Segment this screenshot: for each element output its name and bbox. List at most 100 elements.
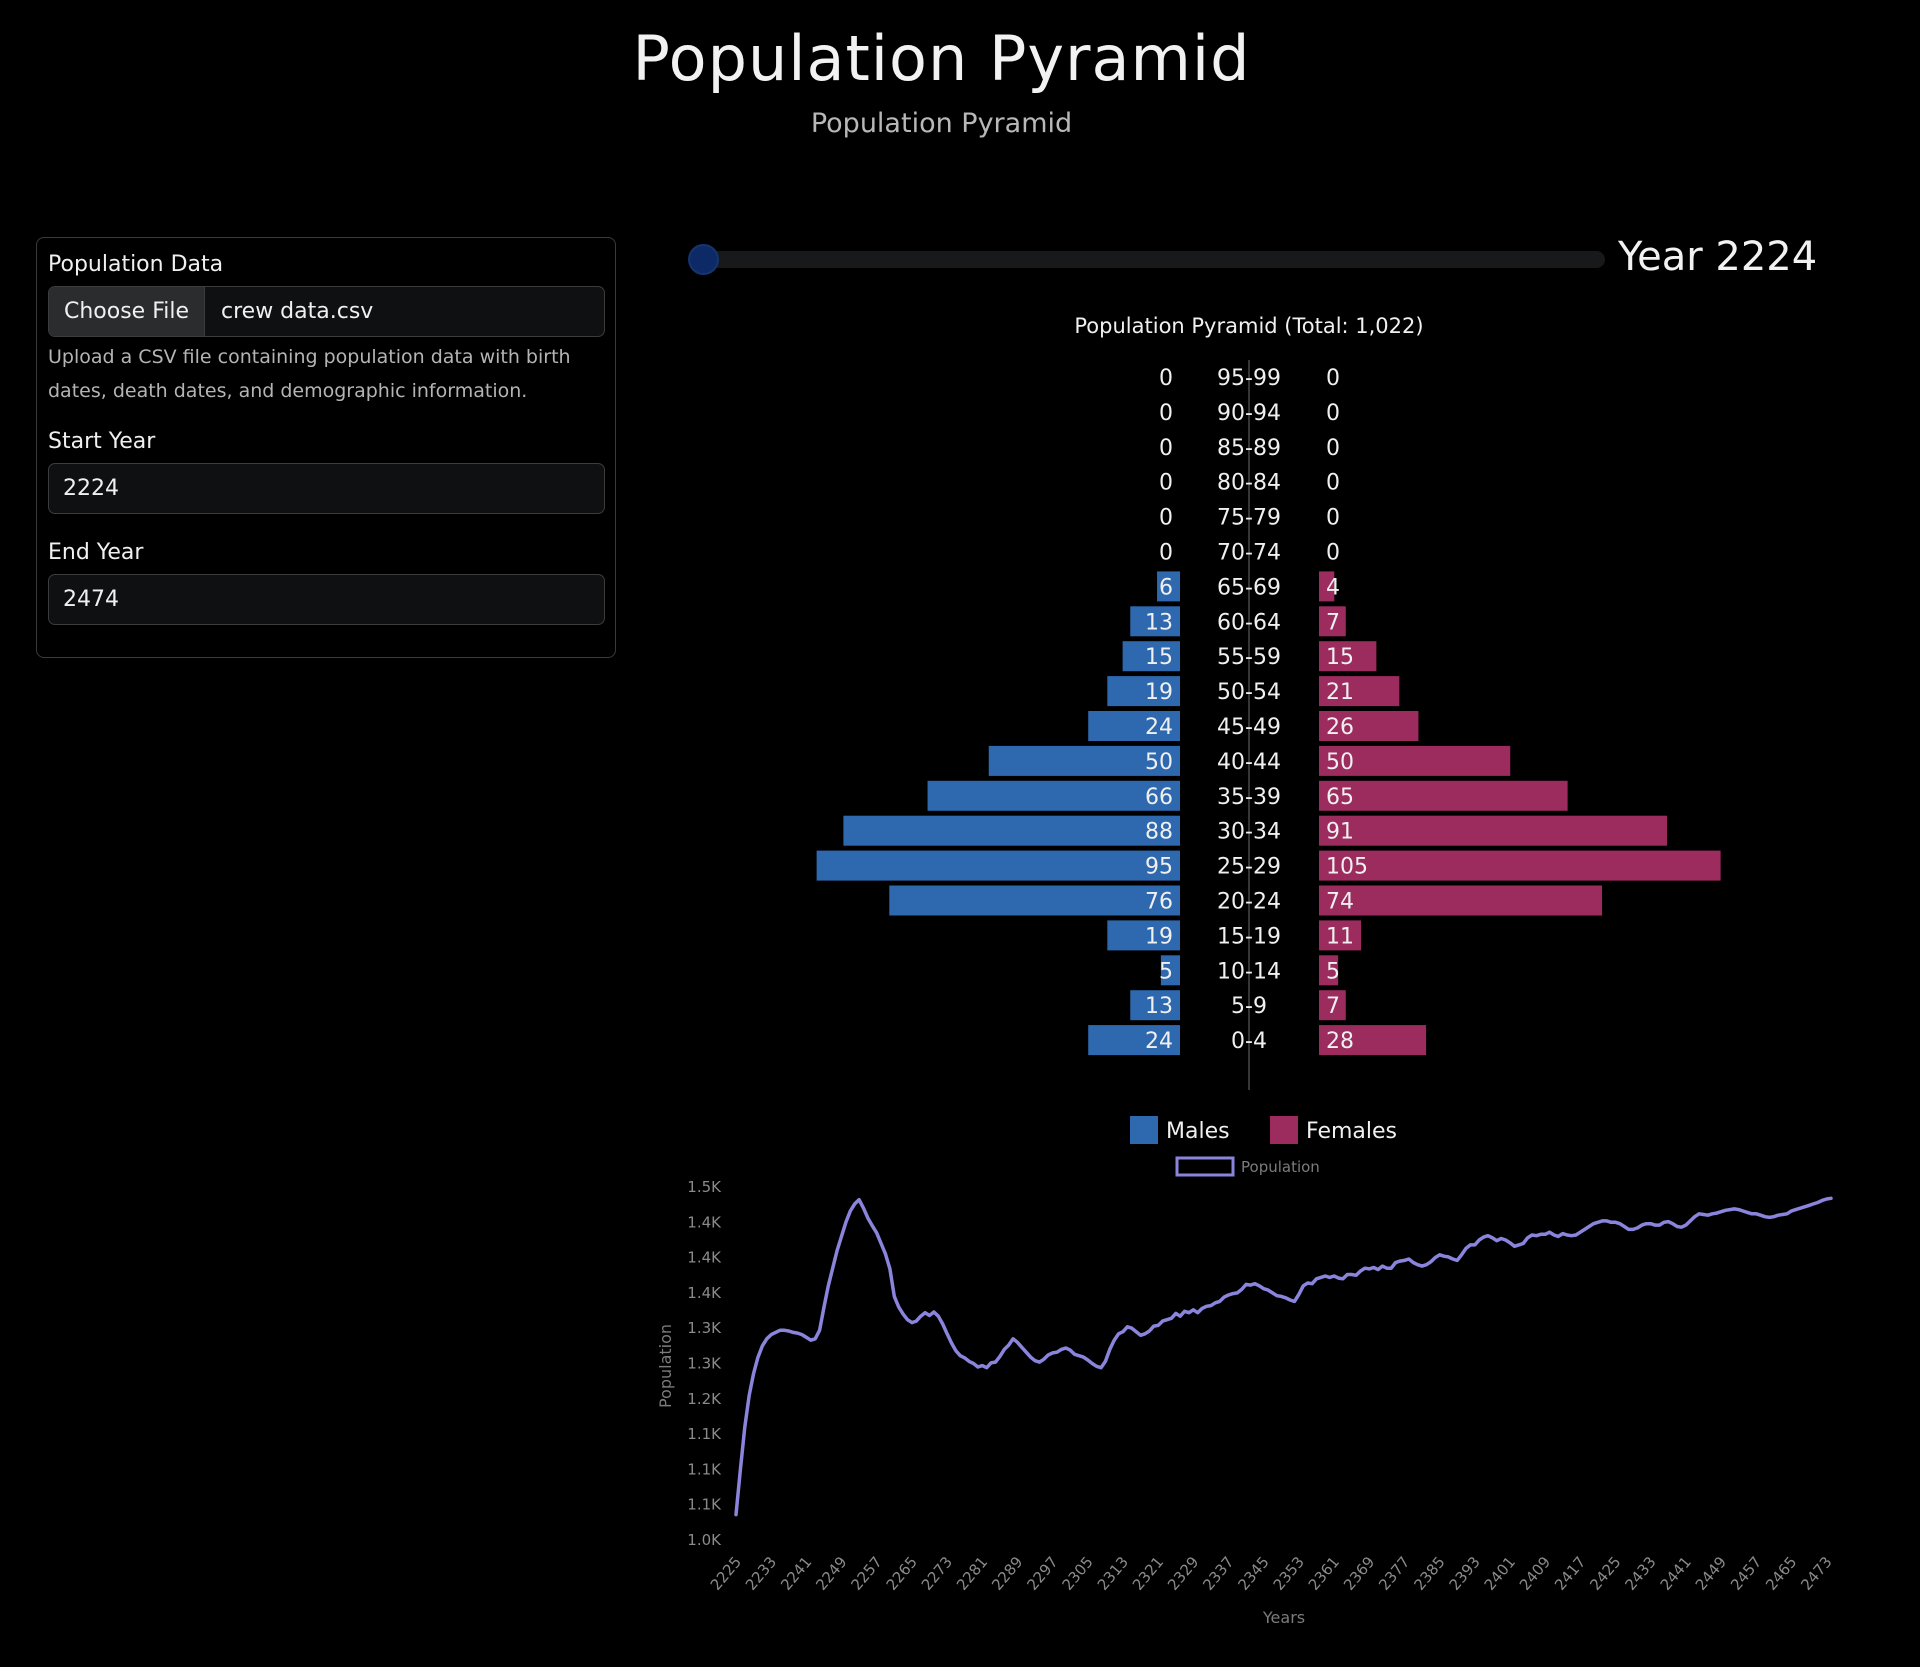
y-tick-label: 1.5K	[687, 1178, 722, 1196]
female-value-label: 15	[1326, 645, 1354, 670]
male-value-label: 88	[1145, 820, 1173, 845]
age-group-label: 5-9	[1231, 994, 1267, 1019]
age-group-label: 35-39	[1217, 785, 1281, 810]
x-tick-label: 2473	[1797, 1553, 1835, 1594]
male-bar	[889, 885, 1180, 916]
male-value-label: 0	[1159, 506, 1173, 531]
legend-female-label: Females	[1306, 1119, 1397, 1144]
age-group-label: 50-54	[1217, 680, 1281, 705]
x-tick-label: 2337	[1199, 1553, 1237, 1594]
female-bar	[1319, 885, 1603, 916]
y-tick-label: 1.1K	[687, 1460, 722, 1478]
choose-file-button[interactable]: Choose File	[49, 287, 205, 336]
start-year-input[interactable]: 2224	[48, 463, 605, 514]
x-tick-label: 2241	[777, 1553, 815, 1594]
male-bar	[1088, 1025, 1180, 1056]
age-group-label: 55-59	[1217, 645, 1281, 670]
legend-population-label: Population	[1241, 1158, 1320, 1176]
x-tick-label: 2225	[707, 1553, 745, 1594]
x-tick-label: 2369	[1340, 1553, 1378, 1594]
y-tick-label: 1.4K	[687, 1284, 722, 1302]
female-bar	[1319, 745, 1511, 776]
age-group-label: 65-69	[1217, 575, 1281, 600]
y-tick-label: 1.2K	[687, 1390, 722, 1408]
age-group-label: 85-89	[1217, 436, 1281, 461]
x-tick-label: 2409	[1516, 1553, 1554, 1594]
age-group-label: 0-4	[1231, 1029, 1267, 1054]
x-tick-label: 2353	[1270, 1553, 1308, 1594]
x-tick-label: 2297	[1023, 1553, 1061, 1594]
female-value-label: 4	[1326, 575, 1340, 600]
x-tick-label: 2329	[1164, 1553, 1202, 1594]
age-group-label: 25-29	[1217, 855, 1281, 880]
y-tick-label: 1.3K	[687, 1355, 722, 1373]
y-tick-label: 1.1K	[687, 1496, 722, 1514]
legend-female-swatch	[1270, 1116, 1298, 1144]
female-value-label: 7	[1326, 994, 1340, 1019]
year-slider[interactable]	[690, 251, 1605, 268]
x-tick-label: 2321	[1129, 1553, 1167, 1594]
male-value-label: 19	[1145, 924, 1173, 949]
age-group-label: 75-79	[1217, 506, 1281, 531]
age-group-label: 15-19	[1217, 924, 1281, 949]
male-bar	[1160, 955, 1180, 986]
female-bar	[1319, 676, 1400, 707]
female-value-label: 0	[1326, 506, 1340, 531]
page-title: Population Pyramid	[632, 22, 1251, 95]
x-tick-label: 2425	[1586, 1553, 1624, 1594]
file-label: Population Data	[48, 252, 224, 277]
end-year-label: End Year	[48, 540, 144, 565]
year-slider-thumb[interactable]	[690, 246, 717, 273]
x-tick-label: 2281	[953, 1553, 991, 1594]
female-bar	[1319, 850, 1721, 881]
y-tick-label: 1.0K	[687, 1531, 722, 1549]
x-tick-label: 2441	[1657, 1553, 1695, 1594]
x-tick-label: 2233	[742, 1553, 780, 1594]
male-value-label: 66	[1145, 785, 1173, 810]
start-year-label: Start Year	[48, 429, 156, 454]
male-value-label: 5	[1159, 959, 1173, 984]
female-value-label: 28	[1326, 1029, 1354, 1054]
end-year-input[interactable]: 2474	[48, 574, 605, 625]
male-value-label: 13	[1145, 994, 1173, 1019]
male-value-label: 95	[1145, 855, 1173, 880]
age-group-label: 40-44	[1217, 750, 1281, 775]
y-axis-title: Population	[656, 1324, 675, 1408]
female-value-label: 7	[1326, 610, 1340, 635]
male-bar	[1157, 571, 1180, 602]
y-tick-label: 1.3K	[687, 1319, 722, 1337]
female-bar	[1319, 711, 1419, 741]
x-tick-label: 2273	[918, 1553, 956, 1594]
page-subtitle: Population Pyramid	[810, 108, 1073, 139]
female-bar	[1319, 641, 1377, 672]
female-bar	[1319, 990, 1346, 1021]
male-value-label: 50	[1145, 750, 1173, 775]
female-bar	[1319, 1025, 1427, 1056]
age-group-label: 70-74	[1217, 541, 1281, 566]
legend-male-swatch	[1130, 1116, 1158, 1144]
file-input[interactable]: Choose File crew data.csv	[48, 286, 605, 337]
female-value-label: 11	[1326, 924, 1354, 949]
x-tick-label: 2401	[1481, 1553, 1519, 1594]
male-bar	[1122, 641, 1180, 672]
x-tick-label: 2289	[988, 1553, 1026, 1594]
settings-panel: Population Data Choose File crew data.cs…	[36, 237, 616, 658]
female-value-label: 50	[1326, 750, 1354, 775]
age-group-label: 60-64	[1217, 610, 1281, 635]
female-bar	[1319, 920, 1362, 951]
female-value-label: 0	[1326, 471, 1340, 496]
female-value-label: 105	[1326, 855, 1368, 880]
male-value-label: 13	[1145, 610, 1173, 635]
male-value-label: 24	[1145, 715, 1173, 740]
y-tick-label: 1.4K	[687, 1213, 722, 1231]
y-tick-label: 1.4K	[687, 1249, 722, 1267]
male-value-label: 0	[1159, 366, 1173, 391]
legend-population-swatch	[1175, 1156, 1235, 1177]
male-value-label: 0	[1159, 541, 1173, 566]
female-value-label: 0	[1326, 436, 1340, 461]
pyramid-title: Population Pyramid (Total: 1,022)	[1074, 314, 1423, 338]
x-tick-label: 2385	[1410, 1553, 1448, 1594]
female-value-label: 21	[1326, 680, 1354, 705]
